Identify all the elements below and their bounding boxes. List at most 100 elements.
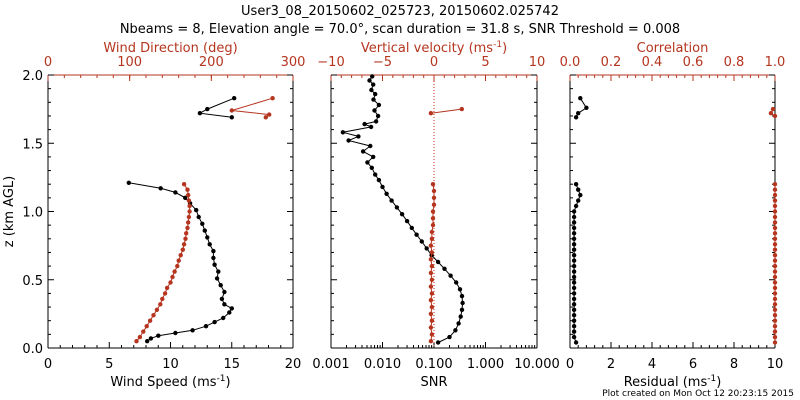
wind-direction-point (229, 108, 234, 113)
wind-direction-line (231, 97, 273, 118)
wind-speed-point (156, 333, 161, 338)
correlation-point (772, 242, 778, 247)
correlation-point (772, 324, 778, 329)
correlation-point (772, 214, 778, 220)
vertical-velocity-point (459, 106, 464, 112)
snr-point (371, 154, 376, 160)
top-tick-label: 0.0 (560, 55, 581, 70)
wind-speed-point (196, 214, 201, 220)
bottom-axis-label-exponent: -1 (217, 374, 226, 384)
wind-speed-point (205, 235, 210, 240)
top-tick-label: 0.4 (642, 55, 663, 70)
bottom-tick-label: 0.001 (312, 357, 349, 372)
snr-point (368, 124, 374, 130)
vertical-velocity-point (428, 311, 434, 317)
top-tick-label: 1.0 (765, 55, 786, 70)
snr-point (360, 149, 366, 154)
wind-speed-point (145, 339, 150, 344)
wind-direction-point (185, 187, 190, 192)
residual-point (571, 313, 577, 318)
wind-speed-point (227, 310, 232, 315)
wind-speed-point (126, 180, 131, 185)
residual-point (571, 247, 577, 252)
wind-speed-point (200, 221, 205, 226)
residual-point (578, 192, 583, 198)
wind-speed-point (222, 289, 227, 295)
vertical-velocity-point (430, 182, 436, 187)
wind-direction-point (164, 285, 170, 291)
wind-speed-point (194, 207, 199, 213)
wind-speed-point (218, 283, 223, 288)
top-axis-label-exponent: -1 (493, 40, 502, 50)
snr-point (409, 225, 414, 231)
correlation-point (772, 291, 778, 296)
top-tick-label: 0.2 (601, 55, 622, 70)
correlation-point (772, 209, 778, 214)
snr-point (365, 160, 370, 165)
correlation-point (772, 258, 778, 263)
correlation-point (772, 329, 778, 334)
snr-point (375, 113, 381, 119)
correlation-point (772, 113, 778, 119)
vertical-velocity-point (429, 332, 435, 337)
snr-point (399, 212, 405, 217)
snr-point (373, 172, 378, 177)
top-tick-label: 100 (117, 55, 142, 70)
snr-point (376, 177, 382, 183)
wind-speed-point (212, 262, 217, 267)
vertical-velocity-point (429, 236, 435, 241)
residual-point (571, 280, 577, 285)
wind-panel: 0 5 10 15 20 Wind Speed (ms-1) 0 100 200 300 Wind … (2, 41, 305, 390)
correlation-point (772, 318, 778, 323)
residual-point (571, 225, 577, 231)
bottom-axis-label-close: ) (716, 375, 721, 390)
snr-point (394, 205, 400, 210)
bottom-tick-label: 2 (607, 357, 615, 372)
correlation-point (772, 231, 778, 236)
wind-speed-point (221, 315, 226, 321)
wind-speed-point (214, 276, 220, 281)
residual-point (571, 302, 577, 307)
wind-speed-point (148, 336, 154, 341)
wind-speed-point (203, 324, 209, 329)
wind-direction-point (187, 209, 192, 214)
y-tick-label: 0.0 (22, 342, 43, 357)
plot-created-note: Plot created on Mon Oct 12 20:23:15 2015 (602, 389, 794, 399)
residual-point (571, 285, 577, 291)
vertical-velocity-point (429, 304, 435, 310)
top-tick-label: 200 (199, 55, 224, 70)
top-tick-label: 0 (44, 55, 52, 70)
snr-point (458, 314, 463, 319)
correlation-point (772, 263, 778, 269)
top-tick-label: 0.8 (724, 55, 745, 70)
wind-direction-point (144, 324, 149, 329)
snr-point (456, 321, 461, 326)
snr-point (372, 108, 377, 113)
vertical-velocity-point (431, 188, 437, 194)
correlation-point (772, 274, 778, 280)
vertical-velocity-point (429, 263, 435, 269)
bottom-axis-label-exponent: -1 (707, 374, 716, 384)
wind-speed-point (232, 96, 237, 101)
snr-point (362, 121, 367, 127)
residual-point (573, 115, 579, 120)
correlation-point (772, 340, 778, 345)
vertical-velocity-point (430, 216, 436, 221)
figure-title: User3_08_20150602_025723, 20150602.02574… (241, 4, 559, 19)
wind-speed-point (211, 255, 216, 261)
vertical-velocity-line (430, 108, 462, 114)
snr-point (459, 307, 465, 312)
wind-direction-point (147, 318, 153, 323)
vertical-velocity-point (431, 195, 437, 200)
snr-point (380, 184, 385, 190)
snr-point (340, 130, 346, 135)
vertical-velocity-point (428, 325, 434, 330)
bottom-tick-label: 5 (105, 357, 113, 372)
wind-direction-point (141, 329, 146, 334)
bottom-tick-label: 0 (566, 357, 574, 372)
vertical-velocity-point (428, 270, 434, 276)
residual-point (571, 220, 577, 225)
snr-point (459, 293, 465, 299)
snr-point (368, 143, 373, 149)
correlation-point (772, 253, 778, 258)
